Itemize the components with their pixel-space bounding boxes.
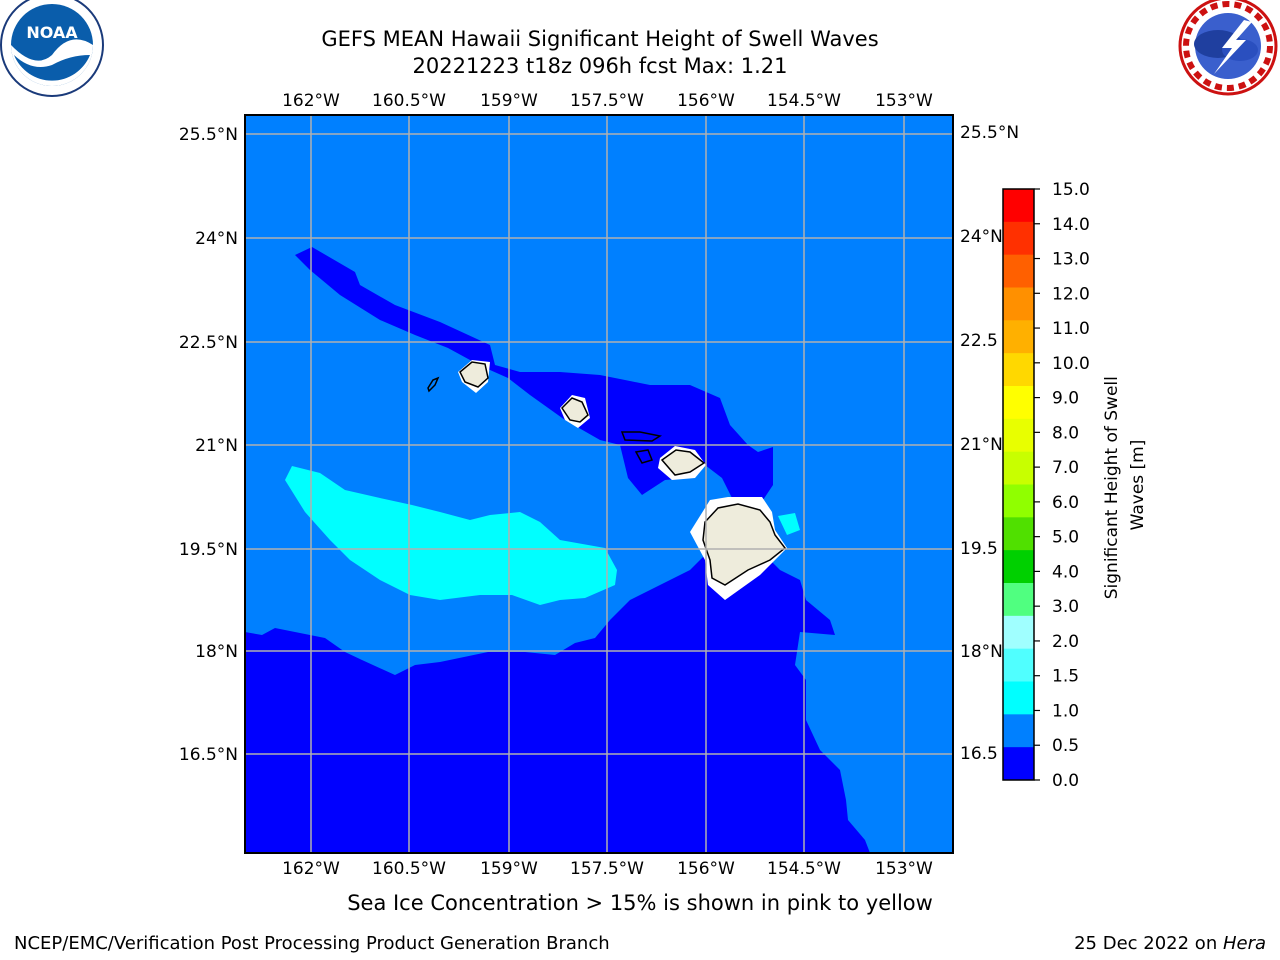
lon-label: 153°W [875, 91, 933, 111]
colorbar-tick-label: 2.0 [1052, 632, 1079, 652]
lon-labels-top: 162°W 160.5°W 159°W 157.5°W 156°W 154.5°… [282, 91, 933, 111]
colorbar-tick-label: 5.0 [1052, 528, 1079, 548]
chart-subtitle: 20221223 t18z 096h fcst Max: 1.21 [412, 54, 788, 78]
island-niihau [427, 376, 440, 393]
colorbar-swatch [1003, 550, 1034, 584]
colorbar-swatch [1003, 648, 1034, 682]
colorbar-swatch [1003, 484, 1034, 518]
colorbar-tick-label: 11.0 [1052, 319, 1090, 339]
colorbar: 15.0 14.0 13.0 12.0 11.0 10.0 9.0 8.0 7.0 6.0 5.0 4… [1002, 180, 1090, 791]
island-molokai [620, 431, 662, 442]
colorbar-swatch [1003, 681, 1034, 715]
lat-label: 25.5°N [960, 123, 1019, 143]
lat-labels-left: 25.5°N 24°N 22.5°N 21°N 19.5°N 18°N 16.5… [179, 125, 238, 765]
lon-label: 156°W [677, 91, 735, 111]
lon-label: 160.5°W [372, 859, 446, 879]
colorbar-tick-label: 1.5 [1052, 667, 1079, 687]
lon-label: 153°W [875, 859, 933, 879]
island-kauai [459, 361, 489, 388]
colorbar-tick-label: 4.0 [1052, 562, 1079, 582]
colorbar-tick-label: 8.0 [1052, 423, 1079, 443]
island-maui [660, 449, 706, 476]
lon-labels-bottom: 162°W 160.5°W 159°W 157.5°W 156°W 154.5°… [282, 859, 933, 879]
colorbar-swatch [1003, 418, 1034, 453]
map-frame [244, 114, 954, 854]
colorbar-label: Significant Height of Swell Waves [m] [1102, 371, 1148, 600]
swell-band-1.0-1.5-patch [778, 513, 800, 535]
colorbar-tick-label: 9.0 [1052, 389, 1079, 409]
colorbar-swatch [1003, 747, 1034, 781]
lon-label: 154.5°W [767, 91, 841, 111]
colorbar-tick-label: 0.0 [1052, 771, 1079, 791]
lat-label: 24°N [960, 227, 1003, 247]
noaa-logo-text: NOAA [26, 23, 78, 42]
host-name: Hera [1222, 933, 1266, 954]
lat-label: 22.5 [960, 331, 998, 351]
lat-label: 21°N [195, 436, 238, 456]
island-big-island [702, 503, 787, 586]
lat-label: 25.5°N [179, 125, 238, 145]
lat-label: 18°N [195, 642, 238, 662]
colorbar-swatch [1003, 287, 1034, 321]
colorbar-swatch [1003, 517, 1034, 551]
colorbar-swatch [1003, 320, 1034, 354]
colorbar-tick-label: 12.0 [1052, 284, 1090, 304]
sea-ice-note: Sea Ice Concentration > 15% is shown in … [347, 891, 933, 915]
swell-band-0-0.5-south [245, 540, 870, 853]
colorbar-swatch [1003, 583, 1034, 617]
lon-label: 157.5°W [570, 91, 644, 111]
island-lanai [634, 449, 654, 464]
lon-label: 160.5°W [372, 91, 446, 111]
hawaiian-islands [427, 361, 787, 586]
lat-label: 21°N [960, 435, 1003, 455]
colorbar-label-line2: Waves [m] [1128, 440, 1148, 531]
lat-label: 19.5°N [179, 540, 238, 560]
colorbar-tick-label: 7.0 [1052, 458, 1079, 478]
colorbar-swatch [1003, 451, 1034, 485]
noaa-logo: NOAA [0, 0, 104, 97]
chart-title: GEFS MEAN Hawaii Significant Height of S… [321, 27, 879, 51]
colorbar-tick-label: 3.0 [1052, 597, 1079, 617]
colorbar-swatch [1003, 254, 1034, 288]
colorbar-tick-label: 0.5 [1052, 736, 1079, 756]
lon-label: 159°W [480, 91, 538, 111]
lon-label: 157.5°W [570, 859, 644, 879]
island-oahu [561, 397, 589, 423]
lon-label: 162°W [282, 91, 340, 111]
colorbar-tick-label: 13.0 [1052, 250, 1090, 270]
colorbar-tick-label: 10.0 [1052, 354, 1090, 374]
lat-labels-right: 25.5°N 24°N 22.5 21°N 19.5 18°N 16.5 [960, 123, 1019, 764]
swell-band-0-0.5-north [295, 247, 773, 500]
colorbar-frame [1002, 188, 1035, 781]
colorbar-tick-label: 1.0 [1052, 701, 1079, 721]
colorbar-swatch [1003, 353, 1034, 387]
lat-label: 22.5°N [179, 333, 238, 353]
colorbar-tick-label: 14.0 [1052, 215, 1090, 235]
colorbar-tick-label: 6.0 [1052, 493, 1079, 513]
map-plot-area [245, 115, 953, 853]
lon-label: 156°W [677, 859, 735, 879]
colorbar-swatch [1003, 386, 1034, 420]
lon-label: 154.5°W [767, 859, 841, 879]
lat-label: 19.5 [960, 539, 998, 559]
producer-credit: NCEP/EMC/Verification Post Processing Pr… [14, 933, 610, 954]
lon-label: 159°W [480, 859, 538, 879]
lon-label: 162°W [282, 859, 340, 879]
colorbar-tick-label: 15.0 [1052, 180, 1090, 200]
colorbar-label-line1: Significant Height of Swell [1102, 376, 1122, 599]
lat-label: 24°N [195, 229, 238, 249]
lat-label: 18°N [960, 642, 1003, 662]
colorbar-swatch [1003, 615, 1034, 650]
lat-label: 16.5°N [179, 745, 238, 765]
date-text: 25 Dec 2022 on [1074, 933, 1223, 954]
graticule [245, 115, 953, 853]
colorbar-swatch [1003, 189, 1034, 223]
lat-label: 16.5 [960, 744, 998, 764]
colorbar-swatch [1003, 221, 1034, 256]
colorbar-swatch [1003, 714, 1034, 748]
swell-band-1.0-1.5 [285, 466, 617, 605]
nws-logo [1178, 0, 1278, 96]
generation-date: 25 Dec 2022 on Hera [1074, 933, 1266, 954]
